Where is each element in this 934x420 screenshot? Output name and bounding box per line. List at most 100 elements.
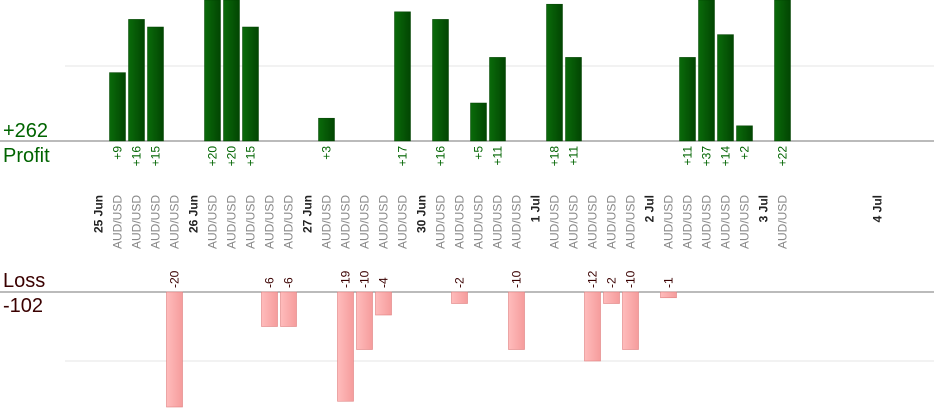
loss-bar	[356, 291, 373, 350]
trade-category-label: AUD/USD	[567, 195, 581, 249]
loss-bar	[508, 291, 525, 350]
trade-category-label: AUD/USD	[358, 195, 372, 249]
date-label: 4 Jul	[871, 195, 885, 222]
trade-category-label: AUD/USD	[662, 195, 676, 249]
profit-bar	[774, 0, 791, 142]
date-label: 27 Jun	[301, 195, 315, 233]
trade-category-label: AUD/USD	[130, 195, 144, 249]
profit-bar	[698, 0, 715, 142]
loss-value-label: -6	[263, 277, 277, 288]
trade-category-label: AUD/USD	[244, 195, 258, 249]
loss-value-label: -19	[339, 270, 353, 288]
trade-category-label: AUD/USD	[586, 195, 600, 249]
profit-value-label: +15	[149, 146, 163, 167]
trade-category-label: AUD/USD	[396, 195, 410, 249]
date-label: 1 Jul	[529, 195, 543, 222]
loss-value-label: -1	[662, 277, 676, 288]
profit-bar	[242, 26, 259, 142]
loss-value-label: -10	[358, 270, 372, 288]
trade-category-label: AUD/USD	[453, 195, 467, 249]
loss-value-label: -12	[586, 270, 600, 288]
profit-value-label: +5	[472, 146, 486, 160]
profit-bar	[679, 57, 696, 142]
date-label: 25 Jun	[92, 195, 106, 233]
profit-value-label: +18	[548, 146, 562, 167]
trade-category-label: AUD/USD	[339, 195, 353, 249]
profit-value-label: +16	[130, 146, 144, 167]
loss-bar	[622, 291, 639, 350]
trade-category-label: AUD/USD	[472, 195, 486, 249]
loss-value-label: -4	[377, 277, 391, 288]
trade-category-label: AUD/USD	[738, 195, 752, 249]
profit-value-label: +11	[567, 146, 581, 166]
trade-category-label: AUD/USD	[111, 195, 125, 249]
trade-category-label: AUD/USD	[548, 195, 562, 249]
profit-value-label: +3	[320, 146, 334, 160]
trade-category-label: AUD/USD	[605, 195, 619, 249]
loss-label: Loss	[3, 270, 46, 292]
trade-category-label: AUD/USD	[681, 195, 695, 249]
trade-category-label: AUD/USD	[377, 195, 391, 249]
trade-category-label: AUD/USD	[282, 195, 296, 249]
trade-category-label: AUD/USD	[149, 195, 163, 249]
profit-bar	[147, 26, 164, 142]
loss-value-label: -20	[168, 270, 182, 288]
trade-category-label: AUD/USD	[776, 195, 790, 249]
trade-category-label: AUD/USD	[510, 195, 524, 249]
profit-bar	[736, 125, 753, 142]
loss-value-label: -2	[453, 277, 467, 288]
trade-category-label: AUD/USD	[320, 195, 334, 249]
profit-bars	[109, 0, 791, 142]
profit-bar	[394, 11, 411, 142]
loss-value-label: -10	[510, 270, 524, 288]
date-label: 26 Jun	[187, 195, 201, 233]
loss-value-label: -2	[605, 277, 619, 288]
date-label: 3 Jul	[757, 195, 771, 222]
profit-value-label: +11	[491, 146, 505, 166]
profit-value-label: +22	[776, 146, 790, 167]
trade-category-label: AUD/USD	[168, 195, 182, 249]
profit-value-label: +16	[434, 146, 448, 167]
trade-category-label: AUD/USD	[206, 195, 220, 249]
trade-category-label: AUD/USD	[719, 195, 733, 249]
date-label: 2 Jul	[643, 195, 657, 222]
profit-value-label: +37	[700, 146, 714, 167]
profit-label: Profit	[3, 145, 50, 167]
loss-bar	[584, 291, 601, 362]
trade-category-label: AUD/USD	[434, 195, 448, 249]
profit-bar	[717, 34, 734, 142]
loss-value-label: -6	[282, 277, 296, 288]
date-label: 30 Jun	[415, 195, 429, 233]
loss-bar	[261, 291, 278, 327]
profit-bar	[128, 19, 145, 142]
profit-value-label: +15	[244, 146, 258, 167]
profit-total: +262	[3, 120, 49, 142]
profit-bar	[470, 102, 487, 142]
trade-category-label: AUD/USD	[491, 195, 505, 249]
loss-total: -102	[3, 295, 44, 317]
trade-category-label: AUD/USD	[624, 195, 638, 249]
profit-bar	[432, 19, 449, 142]
loss-bar	[280, 291, 297, 327]
loss-bar	[451, 291, 468, 304]
loss-value-label: -10	[624, 270, 638, 288]
trade-category-label: AUD/USD	[700, 195, 714, 249]
profit-value-label: +20	[206, 146, 220, 167]
profit-value-label: +2	[738, 146, 752, 160]
trade-category-label: AUD/USD	[225, 195, 239, 249]
profit-bar	[489, 57, 506, 142]
profit-value-label: +9	[111, 146, 125, 160]
profit-bar	[565, 57, 582, 142]
profit-bar	[318, 117, 335, 142]
profit-value-label: +20	[225, 146, 239, 167]
profit-bar	[204, 0, 221, 142]
profit-bar	[546, 3, 563, 142]
loss-bar	[603, 291, 620, 304]
profit-bar	[223, 0, 240, 142]
axis-labels: 25 Jun 26 Jun 27 Jun 30 Jun 1 Jul 2 Jul 3 Jul 4…	[92, 146, 885, 288]
profit-bar	[109, 72, 126, 142]
loss-bar	[166, 291, 183, 408]
loss-bars	[166, 291, 677, 408]
profit-value-label: +17	[396, 146, 410, 167]
